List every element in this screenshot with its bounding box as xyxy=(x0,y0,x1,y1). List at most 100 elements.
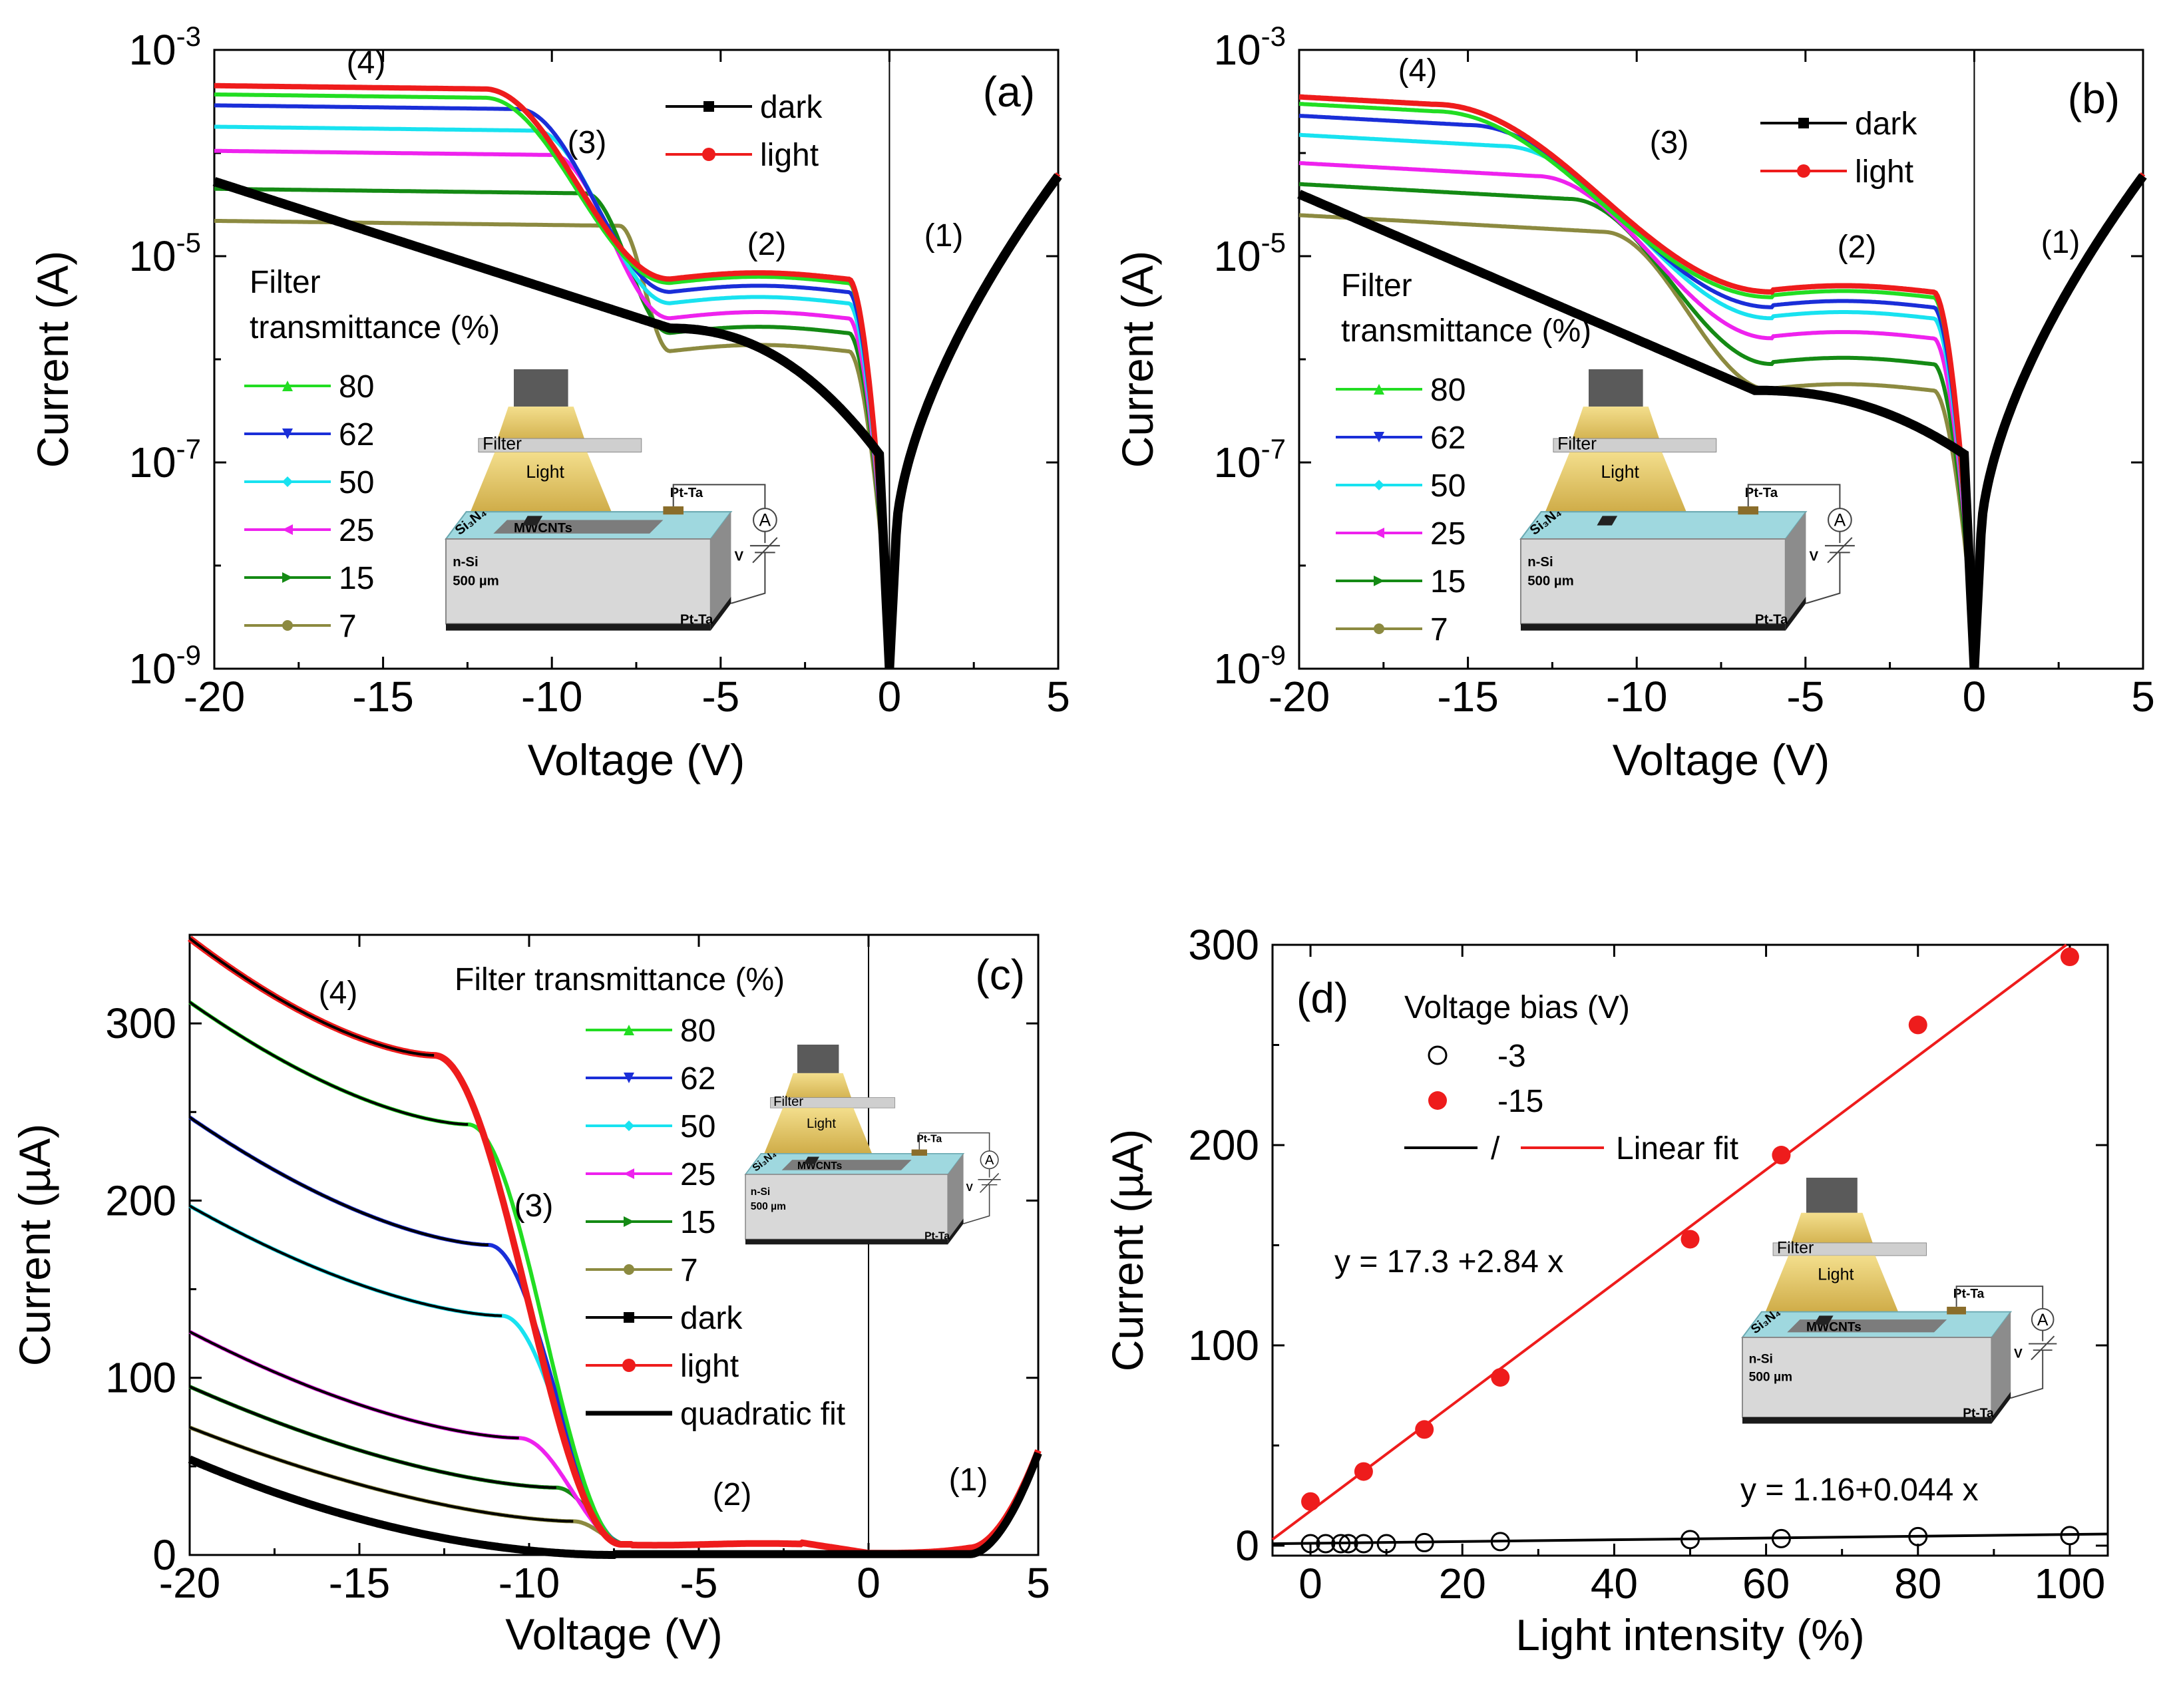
a-y-tick-label: 10-9 xyxy=(128,639,201,693)
c-legend-62-marker xyxy=(624,1073,634,1083)
a-wire-bottom xyxy=(731,552,766,604)
c-legend-7-marker xyxy=(624,1264,634,1275)
c-lamp-icon xyxy=(797,1045,839,1073)
d-fit-line--15 xyxy=(1271,943,2067,1541)
b-legend-light-label: light xyxy=(1855,154,1913,190)
b-legend-25-marker xyxy=(1374,528,1384,538)
d-wire-bottom xyxy=(2010,1350,2044,1399)
d-point-neg3 xyxy=(1680,1530,1700,1550)
b-light-beam-lower xyxy=(1541,452,1690,522)
a-n-si-label: n-Si xyxy=(453,555,479,570)
c-y-tick-label: 100 xyxy=(105,1354,176,1402)
b-x-tick-label: -20 xyxy=(1269,673,1330,721)
b-legend-50-label: 50 xyxy=(1430,468,1466,504)
c-x-tick-label: -5 xyxy=(680,1559,718,1607)
panel-a: -20 -15 -10 -5 0 5 10-9 10-7 10-5 10-3 (a) (1) (2) (3… xyxy=(28,21,1070,784)
c-panel-label: (c) xyxy=(975,951,1025,999)
a-back-contact xyxy=(446,623,711,631)
a-pt-ta-pad xyxy=(663,506,684,515)
b-dark-marker xyxy=(1964,522,1971,530)
b-region-label: (3) xyxy=(1650,125,1689,160)
d-ammeter-label: A xyxy=(2037,1311,2049,1329)
b-legend-light-marker xyxy=(1797,164,1810,178)
c-v-label: V xyxy=(966,1182,974,1194)
b-region-label: (4) xyxy=(1398,53,1438,88)
a-variable-arrow xyxy=(752,537,778,564)
c-y-axis-title: Current (µA) xyxy=(10,1124,59,1366)
a-probe-pad xyxy=(522,516,543,526)
c-legend-80-label: 80 xyxy=(680,1013,715,1049)
d-light-beam-lower xyxy=(1761,1256,1902,1321)
a-light-beam-lower xyxy=(466,452,616,522)
b-region-label: (1) xyxy=(2041,225,2080,260)
d-thickness-label: 500 µm xyxy=(1749,1370,1792,1384)
panel-d: 0 20 40 60 80 100 0 100 200 300 (d) Voltage bias (V… xyxy=(1103,921,2109,1659)
b-wire-top xyxy=(1747,484,1841,509)
d-y-axis-title: Current (µA) xyxy=(1103,1129,1152,1371)
c-fit-15 xyxy=(189,1385,556,1489)
a-x-tick-label: -5 xyxy=(701,673,739,721)
a-ammeter-label: A xyxy=(759,510,771,530)
b-legend-80-marker xyxy=(1374,384,1384,395)
a-y-tick-label: 10-7 xyxy=(128,433,201,486)
d-fit-equation-neg15: y = 17.3 +2.84 x xyxy=(1334,1244,1563,1280)
a-wire-top xyxy=(672,484,766,509)
d-probe-pad xyxy=(1814,1315,1834,1325)
a-legend-7-marker xyxy=(282,620,293,631)
c-fit-50 xyxy=(189,1204,502,1317)
c-x-axis-title: Voltage (V) xyxy=(505,1610,723,1659)
c-x-tick-label: 0 xyxy=(857,1559,881,1607)
a-substrate-side xyxy=(710,512,731,624)
d-y-tick-label: 200 xyxy=(1188,1121,1259,1169)
d-back-contact-side xyxy=(1991,1391,2011,1424)
b-pt-ta-pad xyxy=(1738,506,1758,515)
d-x-tick-label: 60 xyxy=(1742,1560,1790,1608)
c-y-tick-label: 200 xyxy=(105,1176,176,1224)
c-substrate-side xyxy=(948,1153,964,1240)
a-thickness-label: 500 µm xyxy=(453,574,499,588)
d-x-axis-title: Light intensity (%) xyxy=(1515,1610,1865,1659)
a-region-label: (2) xyxy=(747,227,787,262)
d-point-neg3 xyxy=(1316,1534,1336,1554)
d-x-tick-label: 80 xyxy=(1894,1560,1941,1608)
d-x-tick-label: 20 xyxy=(1439,1560,1486,1608)
c-legend-25-label: 25 xyxy=(680,1157,715,1192)
c-fit-25 xyxy=(189,1330,519,1440)
c-fit-62 xyxy=(188,1116,489,1246)
d-point-neg3 xyxy=(1414,1532,1434,1552)
a-legend-25-marker xyxy=(282,524,293,535)
c-legend-fit-label: quadratic fit xyxy=(680,1397,845,1432)
b-panel-label: (b) xyxy=(2068,75,2120,122)
b-legend-50-marker xyxy=(1374,480,1384,490)
c-legend-50-marker xyxy=(624,1120,634,1131)
b-ammeter-icon xyxy=(1828,508,1852,532)
d-point-neg15 xyxy=(1680,1230,1700,1249)
a-legend-62-label: 62 xyxy=(339,417,374,452)
d-point-neg15 xyxy=(1354,1462,1373,1481)
d-n-si-label: n-Si xyxy=(1749,1352,1773,1366)
d-y-tick-label: 300 xyxy=(1188,921,1259,969)
b-x-axis-title: Voltage (V) xyxy=(1613,735,1830,784)
b-light-label: Light xyxy=(1601,462,1639,482)
c-fit-80 xyxy=(188,1001,469,1126)
b-dark-marker xyxy=(1955,447,1963,454)
c-legend-title: Filter transmittance (%) xyxy=(455,962,785,997)
c-legend-light-marker xyxy=(622,1359,636,1372)
d-point-neg3 xyxy=(1376,1534,1396,1554)
d-point-neg15 xyxy=(1301,1492,1320,1511)
c-back-contact-side xyxy=(948,1218,964,1245)
a-legend-62-marker xyxy=(282,428,293,439)
d-y-tick-label: 100 xyxy=(1188,1321,1259,1369)
c-light-beam-lower xyxy=(761,1108,875,1162)
c-wire-bottom xyxy=(963,1184,990,1224)
b-x-tick-label: 0 xyxy=(1963,673,1987,721)
b-ammeter-label: A xyxy=(1834,510,1846,530)
a-dark-marker xyxy=(871,444,878,451)
d-legend-label-neg3: -3 xyxy=(1497,1039,1526,1074)
c-back-contact xyxy=(745,1239,948,1245)
c-x-tick-label: -10 xyxy=(498,1559,560,1607)
b-n-si-label: n-Si xyxy=(1527,555,1553,570)
d-legend-fit-label: Linear fit xyxy=(1616,1131,1738,1166)
